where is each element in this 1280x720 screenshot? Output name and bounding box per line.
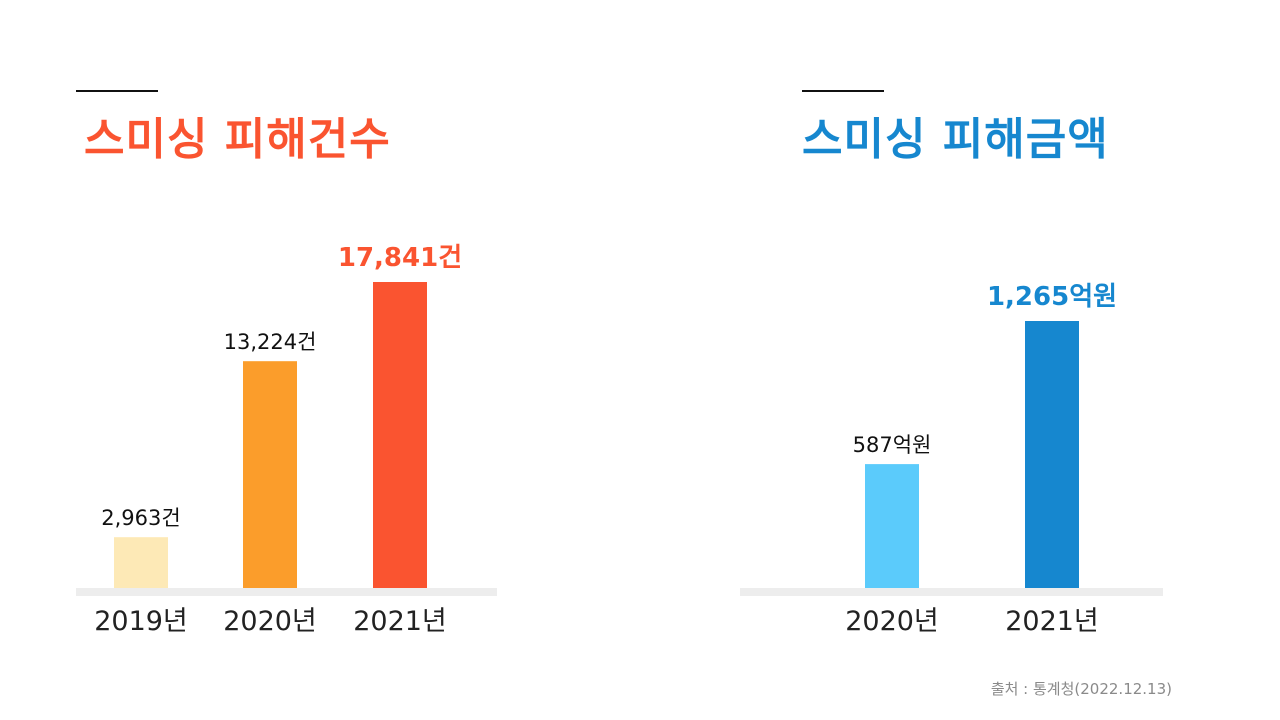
x-tick-label: 2020년 xyxy=(223,606,317,637)
data-label: 17,841건 xyxy=(338,243,462,273)
x-axis-baseline xyxy=(76,588,497,596)
left-chart-title: 스미싱 피해건수 xyxy=(84,114,391,165)
x-tick-label: 2021년 xyxy=(353,606,447,637)
data-label: 587억원 xyxy=(853,433,932,457)
bar xyxy=(114,537,168,588)
bar xyxy=(243,361,297,588)
right-chart-title: 스미싱 피해금액 xyxy=(802,114,1109,165)
data-label: 1,265억원 xyxy=(987,282,1117,312)
data-label: 13,224건 xyxy=(224,330,317,354)
left-title-rule xyxy=(76,90,158,92)
bar xyxy=(373,282,427,588)
x-tick-label: 2021년 xyxy=(1005,606,1099,637)
x-tick-label: 2019년 xyxy=(94,606,188,637)
data-label: 2,963건 xyxy=(101,506,180,530)
x-axis-baseline xyxy=(740,588,1163,596)
bar xyxy=(865,464,919,588)
right-title-rule xyxy=(802,90,884,92)
x-tick-label: 2020년 xyxy=(845,606,939,637)
source-note: 출처 : 통계청(2022.12.13) xyxy=(990,680,1172,698)
bar xyxy=(1025,321,1079,588)
